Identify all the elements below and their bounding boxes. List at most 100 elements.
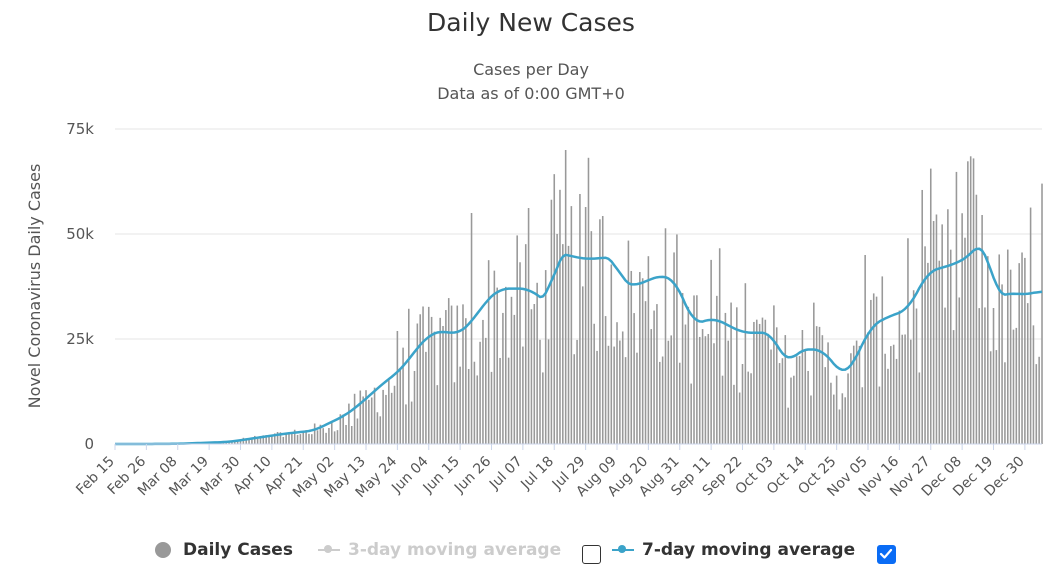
daily-cases-bar[interactable] — [867, 332, 869, 444]
daily-cases-bar[interactable] — [1001, 284, 1003, 444]
daily-cases-bar[interactable] — [410, 401, 413, 444]
daily-cases-bar[interactable] — [736, 307, 738, 444]
daily-cases-bar[interactable] — [795, 356, 798, 444]
daily-cases-bar[interactable] — [465, 318, 467, 444]
daily-cases-bar[interactable] — [1015, 327, 1018, 444]
daily-cases-bar[interactable] — [302, 432, 305, 444]
daily-cases-bar[interactable] — [390, 392, 393, 444]
daily-cases-bar[interactable] — [273, 433, 276, 444]
daily-cases-bar[interactable] — [447, 298, 450, 444]
daily-cases-bar[interactable] — [373, 387, 376, 444]
daily-cases-bar[interactable] — [989, 351, 992, 444]
daily-cases-bar[interactable] — [787, 407, 789, 444]
daily-cases-bar[interactable] — [581, 286, 584, 444]
daily-cases-bar[interactable] — [1026, 303, 1029, 444]
daily-cases-bar[interactable] — [710, 259, 712, 444]
daily-cases-bar[interactable] — [493, 270, 496, 444]
daily-cases-bar[interactable] — [824, 367, 827, 444]
daily-cases-bar[interactable] — [747, 371, 749, 444]
daily-cases-bar[interactable] — [804, 350, 807, 444]
daily-cases-bar[interactable] — [844, 397, 846, 444]
daily-cases-bar[interactable] — [584, 207, 587, 444]
daily-cases-bar[interactable] — [627, 240, 630, 444]
daily-cases-bar[interactable] — [892, 344, 895, 444]
daily-cases-bar[interactable] — [741, 364, 744, 444]
daily-cases-bar[interactable] — [673, 252, 675, 444]
daily-cases-bar[interactable] — [439, 317, 441, 444]
daily-cases-bar[interactable] — [761, 317, 764, 444]
daily-cases-bar[interactable] — [636, 352, 638, 444]
daily-cases-bar[interactable] — [987, 256, 989, 444]
daily-cases-bar[interactable] — [533, 304, 536, 444]
daily-cases-bar[interactable] — [810, 395, 812, 444]
daily-cases-bar[interactable] — [818, 326, 821, 444]
daily-cases-bar[interactable] — [687, 306, 690, 444]
daily-cases-bar[interactable] — [547, 339, 550, 444]
daily-cases-bar[interactable] — [793, 375, 795, 444]
daily-cases-bar[interactable] — [653, 310, 655, 444]
daily-cases-bar[interactable] — [661, 356, 664, 444]
daily-cases-bar[interactable] — [542, 372, 544, 444]
daily-cases-bar[interactable] — [293, 429, 296, 444]
daily-cases-bar[interactable] — [969, 156, 972, 445]
daily-cases-bar[interactable] — [519, 262, 521, 444]
daily-cases-bar[interactable] — [296, 434, 299, 444]
daily-cases-bar[interactable] — [852, 345, 855, 444]
daily-cases-bar[interactable] — [1035, 364, 1038, 444]
daily-cases-bar[interactable] — [770, 349, 772, 444]
daily-cases-bar[interactable] — [1029, 207, 1032, 444]
daily-cases-bar[interactable] — [727, 340, 730, 444]
daily-cases-bar[interactable] — [536, 282, 538, 444]
daily-cases-bar[interactable] — [593, 323, 595, 444]
daily-cases-bar[interactable] — [830, 382, 832, 444]
daily-cases-bar[interactable] — [1032, 325, 1035, 444]
daily-cases-bar[interactable] — [753, 321, 755, 444]
daily-cases-bar[interactable] — [932, 221, 935, 444]
daily-cases-bar[interactable] — [601, 216, 604, 444]
daily-cases-bar[interactable] — [573, 354, 576, 444]
daily-cases-bar[interactable] — [915, 308, 918, 445]
daily-cases-bar[interactable] — [316, 430, 319, 444]
daily-cases-bar[interactable] — [992, 308, 995, 444]
daily-cases-bar[interactable] — [1012, 329, 1015, 444]
daily-cases-bar[interactable] — [972, 158, 975, 444]
daily-cases-bar[interactable] — [348, 403, 350, 444]
daily-cases-bar[interactable] — [325, 432, 327, 444]
daily-cases-bar[interactable] — [579, 194, 581, 444]
daily-cases-bar[interactable] — [833, 394, 835, 444]
daily-cases-bar[interactable] — [544, 270, 547, 444]
daily-cases-bar[interactable] — [524, 244, 527, 444]
daily-cases-bar[interactable] — [835, 375, 838, 444]
daily-cases-bar[interactable] — [442, 326, 444, 444]
daily-cases-bar[interactable] — [624, 357, 627, 444]
daily-cases-bar[interactable] — [345, 424, 347, 444]
daily-cases-bar[interactable] — [764, 319, 767, 444]
daily-cases-bar[interactable] — [921, 189, 923, 444]
daily-cases-bar[interactable] — [884, 353, 886, 444]
daily-cases-bar[interactable] — [678, 362, 681, 444]
daily-cases-bar[interactable] — [487, 260, 490, 444]
daily-cases-bar[interactable] — [333, 431, 336, 444]
daily-cases-bar[interactable] — [767, 333, 769, 444]
daily-cases-bar[interactable] — [476, 375, 479, 444]
daily-cases-bar[interactable] — [784, 335, 787, 444]
daily-cases-bar[interactable] — [616, 322, 618, 444]
daily-cases-bar[interactable] — [887, 368, 889, 444]
daily-cases-bar[interactable] — [530, 309, 533, 444]
daily-cases-bar[interactable] — [684, 324, 687, 444]
daily-cases-bar[interactable] — [256, 438, 259, 444]
daily-cases-bar[interactable] — [881, 276, 884, 444]
daily-cases-bar[interactable] — [408, 308, 410, 444]
daily-cases-bar[interactable] — [231, 441, 233, 444]
daily-cases-bar[interactable] — [704, 336, 707, 444]
daily-cases-bar[interactable] — [365, 390, 367, 444]
daily-cases-bar[interactable] — [262, 435, 265, 444]
daily-cases-bar[interactable] — [781, 358, 784, 444]
daily-cases-bar[interactable] — [413, 370, 416, 444]
daily-cases-bar[interactable] — [433, 331, 436, 444]
daily-cases-bar[interactable] — [482, 319, 484, 444]
daily-cases-bar[interactable] — [872, 293, 875, 444]
daily-cases-bar[interactable] — [522, 346, 524, 444]
daily-cases-bar[interactable] — [801, 330, 804, 444]
daily-cases-bar[interactable] — [570, 206, 573, 444]
